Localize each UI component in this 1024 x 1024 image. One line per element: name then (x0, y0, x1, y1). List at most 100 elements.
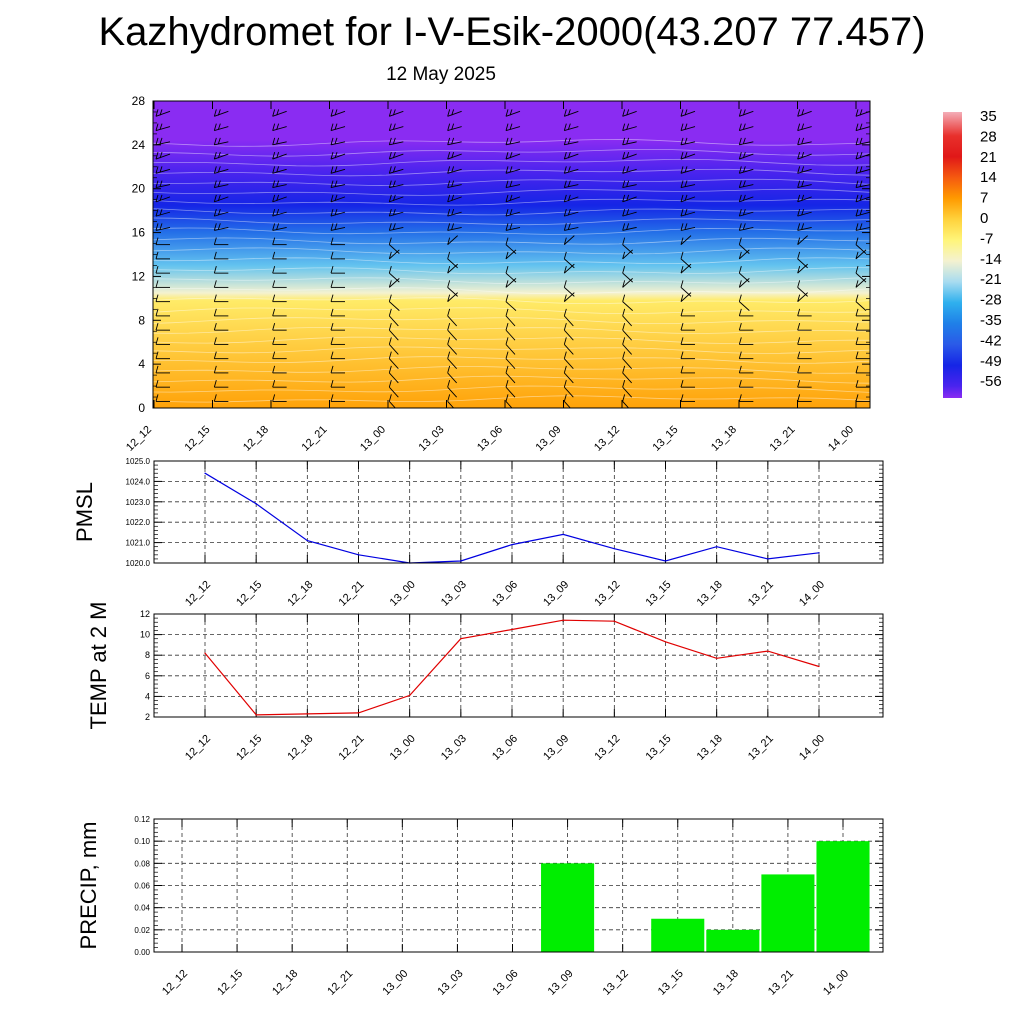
wind-barb-feather (272, 166, 276, 174)
wind-barb-feather (567, 194, 571, 202)
wind-barb-shaft (272, 226, 287, 231)
wind-barb-feather (505, 365, 509, 374)
data-point (562, 533, 564, 536)
colorbar-label: 21 (980, 149, 997, 166)
x-tick-label: 13_09 (541, 733, 571, 763)
contour-line (153, 346, 870, 354)
wind-barb-feather (276, 223, 280, 230)
wind-barb-feather (622, 365, 626, 374)
wind-barb-feather (738, 237, 742, 245)
wind-barb-shaft (564, 211, 579, 217)
wind-barb-shaft (447, 141, 462, 146)
wind-barb-feather (155, 394, 159, 402)
wind-barb-feather (738, 394, 742, 402)
wind-barb-feather (505, 294, 509, 302)
wind-barb-feather (563, 137, 567, 145)
wind-barb-feather (563, 323, 567, 331)
contour-line (153, 307, 870, 315)
wind-barb-feather (272, 266, 276, 274)
wind-barb-feather (334, 137, 338, 144)
contour-line (153, 317, 870, 325)
data-point (818, 552, 820, 554)
wind-barb-feather (392, 137, 396, 144)
wind-barb-shaft (505, 358, 516, 369)
wind-barb-shaft (797, 292, 808, 302)
panel-frame (153, 613, 884, 718)
wind-barb-shaft (214, 141, 229, 146)
wind-barb-shaft (739, 126, 754, 132)
wind-barb-feather (680, 380, 684, 388)
colorbar-ramp (943, 112, 962, 398)
wind-barb-feather (392, 166, 396, 173)
wind-barb-shaft (563, 329, 574, 341)
wind-barb-shaft (739, 278, 750, 288)
wind-barb-shaft (564, 168, 579, 174)
y-tick-label: 0.06 (134, 882, 150, 891)
wind-barb-feather (622, 280, 626, 288)
wind-barb-shaft (855, 126, 870, 132)
wind-barb-feather (451, 180, 455, 187)
wind-barb-feather (797, 266, 801, 274)
wind-barb-shaft (622, 126, 637, 132)
wind-barb-shaft (855, 211, 870, 217)
wind-barb-feather (801, 109, 805, 116)
wind-barb-feather (272, 194, 276, 202)
data-point (664, 641, 667, 643)
wind-barb-feather (155, 166, 159, 174)
wind-barb-feather (155, 180, 159, 188)
wind-barb-feather (797, 194, 801, 202)
wind-barb-feather (213, 237, 217, 245)
wind-barb-shaft (622, 244, 633, 254)
wind-barb-feather (272, 280, 276, 288)
x-tick-label: 12_12 (160, 968, 190, 998)
wind-barb-feather (451, 208, 455, 216)
y-tick-label: 8 (145, 650, 150, 660)
wind-barb-shaft (505, 372, 516, 384)
wind-barb-feather (330, 323, 334, 331)
wind-barb-shaft (797, 226, 812, 231)
wind-barb-shaft (680, 211, 696, 217)
wind-barb-shaft (389, 196, 404, 203)
wind-barb-feather (509, 194, 513, 202)
wind-barb-shaft (389, 226, 404, 231)
wind-barb-feather (388, 351, 392, 359)
wind-barb-shaft (622, 168, 637, 174)
wind-barb-feather (855, 151, 859, 160)
wind-barb-feather (388, 323, 392, 331)
wind-barb-feather (213, 394, 217, 402)
wind-barb-feather (155, 280, 159, 288)
wind-barb-feather (684, 137, 688, 144)
x-tick-label: 13_06 (490, 579, 520, 609)
wind-barb-feather (505, 209, 509, 217)
wind-barb-shaft (680, 292, 692, 302)
y-tick-label: 1024.0 (126, 477, 151, 486)
wind-barb-shaft (505, 329, 516, 341)
wind-barb-shaft (272, 196, 287, 203)
wind-barb-feather (505, 337, 509, 345)
wind-barb-feather (447, 223, 451, 231)
x-tick-label: 13_21 (768, 424, 798, 454)
contour-line (153, 336, 870, 344)
wind-barb-shaft (622, 153, 637, 160)
wind-barb-shaft (505, 126, 521, 132)
pmsl-panel: 1020.0 1021.0 1022.0 1023.0 1024.0 1025.0 12_1… (72, 457, 884, 609)
wind-barb-shaft (797, 235, 808, 245)
wind-barb-shaft (155, 153, 171, 160)
wind-barb-feather (622, 323, 626, 331)
x-tick-label: 12_12 (183, 733, 213, 763)
wind-barb-feather (622, 194, 626, 202)
wind-barb-feather (563, 266, 567, 274)
wind-barb-feather (505, 123, 509, 131)
wind-barb-feather (155, 323, 159, 331)
wind-barb-feather (505, 251, 509, 260)
wind-barb-shaft (389, 244, 400, 254)
wind-barb-feather (797, 251, 801, 260)
wind-barb-feather (388, 308, 392, 317)
wind-barb-feather (330, 123, 334, 131)
wind-barb-feather (684, 194, 688, 202)
wind-barb-feather (738, 194, 742, 202)
x-tick-label: 12_21 (337, 733, 367, 763)
wind-barb-feather (388, 251, 392, 260)
y-tick-label: 1021.0 (126, 539, 151, 548)
wind-barb-feather (451, 223, 455, 230)
